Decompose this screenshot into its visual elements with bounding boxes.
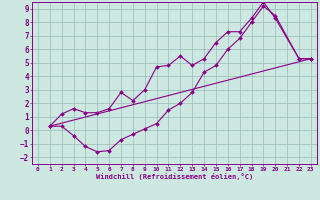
X-axis label: Windchill (Refroidissement éolien,°C): Windchill (Refroidissement éolien,°C) [96, 173, 253, 180]
